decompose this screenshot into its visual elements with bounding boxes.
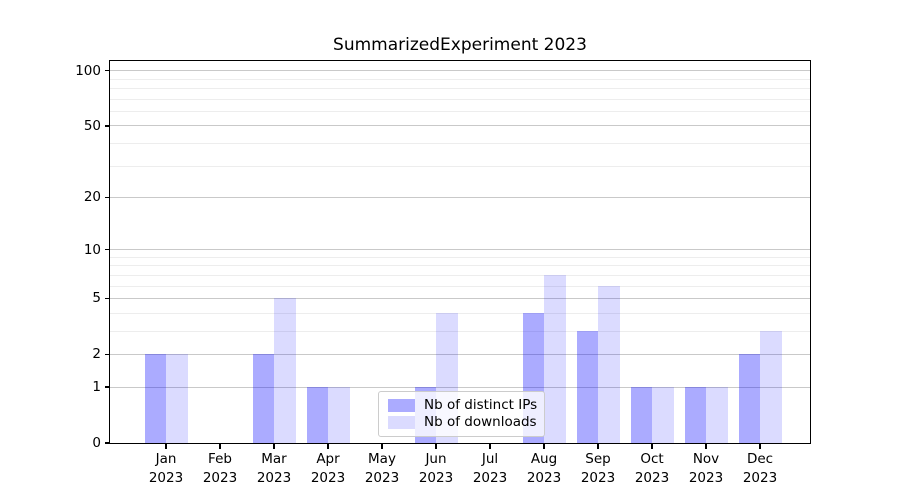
x-tick-mark-mar [273, 444, 275, 449]
y-tick-label-1: 1 [92, 379, 101, 396]
x-tick-mark-may [381, 444, 383, 449]
y-tick-mark-1 [104, 386, 110, 388]
gridline-major-100 [110, 70, 810, 72]
gridline-major-20 [110, 196, 810, 198]
y-tick-label-100: 100 [75, 62, 101, 79]
gridline-minor-9 [110, 256, 810, 258]
gridline-major-1 [110, 386, 810, 388]
legend-label: Nb of downloads [424, 414, 537, 431]
x-tick-mark-dec [759, 444, 761, 449]
x-tick-label-may: May 2023 [364, 451, 400, 486]
plot-area: Nb of distinct IPs Nb of downloads [109, 60, 811, 444]
bar-downloads-oct [652, 387, 674, 443]
x-tick-label-sep: Sep 2023 [580, 451, 616, 486]
x-tick-label-nov: Nov 2023 [688, 451, 724, 486]
gridline-minor-4 [110, 312, 810, 314]
gridline-minor-6 [110, 285, 810, 287]
gridline-minor-60 [110, 110, 810, 112]
gridline-minor-8 [110, 265, 810, 267]
bar-ips-apr [306, 387, 328, 443]
y-tick-mark-20 [104, 196, 110, 199]
gridline-major-50 [110, 125, 810, 127]
x-tick-mark-jul [489, 444, 491, 449]
x-tick-mark-apr [327, 444, 329, 449]
x-tick-mark-feb [219, 444, 221, 449]
gridline-major-5 [110, 297, 810, 299]
bar-downloads-sep [598, 286, 620, 443]
x-tick-label-apr: Apr 2023 [310, 451, 346, 486]
gridline-minor-30 [110, 165, 810, 167]
x-tick-label-oct: Oct 2023 [634, 451, 670, 486]
bar-ips-dec [738, 354, 760, 443]
legend-swatch-icon [388, 416, 415, 430]
x-tick-mark-sep [597, 444, 599, 449]
x-tick-mark-jun [435, 444, 437, 449]
bar-ips-mar [252, 354, 274, 443]
bar-downloads-nov [706, 387, 728, 443]
y-tick-mark-2 [104, 353, 110, 356]
legend: Nb of distinct IPs Nb of downloads [378, 391, 545, 437]
gridline-minor-7 [110, 274, 810, 276]
chart-title: SummarizedExperiment 2023 [333, 35, 587, 55]
y-tick-mark-100 [104, 70, 110, 72]
bar-ips-nov [684, 387, 706, 443]
x-tick-label-aug: Aug 2023 [526, 451, 562, 486]
bar-downloads-apr [328, 387, 350, 443]
bar-downloads-dec [760, 331, 782, 443]
bar-downloads-jan [166, 354, 188, 443]
bar-ips-oct [630, 387, 652, 443]
x-tick-mark-oct [651, 444, 653, 449]
y-tick-label-10: 10 [83, 241, 101, 258]
x-tick-label-jan: Jan 2023 [148, 451, 184, 486]
y-tick-label-0: 0 [92, 435, 101, 451]
gridline-major-10 [110, 249, 810, 251]
x-tick-label-mar: Mar 2023 [256, 451, 292, 486]
legend-row: Nb of distinct IPs [388, 396, 538, 413]
bar-downloads-mar [274, 298, 296, 443]
x-tick-mark-jan [165, 444, 167, 449]
gridline-minor-3 [110, 330, 810, 332]
x-tick-label-jun: Jun 2023 [418, 451, 454, 486]
y-tick-mark-0 [104, 442, 110, 444]
y-tick-label-2: 2 [92, 346, 101, 363]
x-tick-label-feb: Feb 2023 [202, 451, 238, 486]
x-tick-label-dec: Dec 2023 [742, 451, 778, 486]
bar-ips-jan [144, 354, 166, 443]
gridline-minor-70 [110, 98, 810, 100]
gridline-minor-40 [110, 142, 810, 144]
y-tick-label-50: 50 [83, 117, 101, 134]
gridline-minor-80 [110, 88, 810, 90]
gridline-minor-90 [110, 78, 810, 80]
gridline-major-2 [110, 353, 810, 355]
x-tick-mark-aug [543, 444, 545, 449]
x-tick-label-jul: Jul 2023 [472, 451, 508, 486]
bar-ips-sep [576, 331, 598, 443]
legend-swatch-icon [388, 398, 415, 412]
y-tick-mark-50 [104, 125, 110, 127]
y-tick-mark-5 [104, 297, 110, 300]
x-tick-mark-nov [705, 444, 707, 449]
legend-row: Nb of downloads [388, 414, 537, 431]
y-tick-mark-10 [104, 248, 110, 251]
bar-downloads-aug [544, 275, 566, 443]
legend-label: Nb of distinct IPs [424, 396, 538, 413]
y-tick-label-20: 20 [83, 189, 101, 206]
y-tick-label-5: 5 [92, 290, 101, 307]
